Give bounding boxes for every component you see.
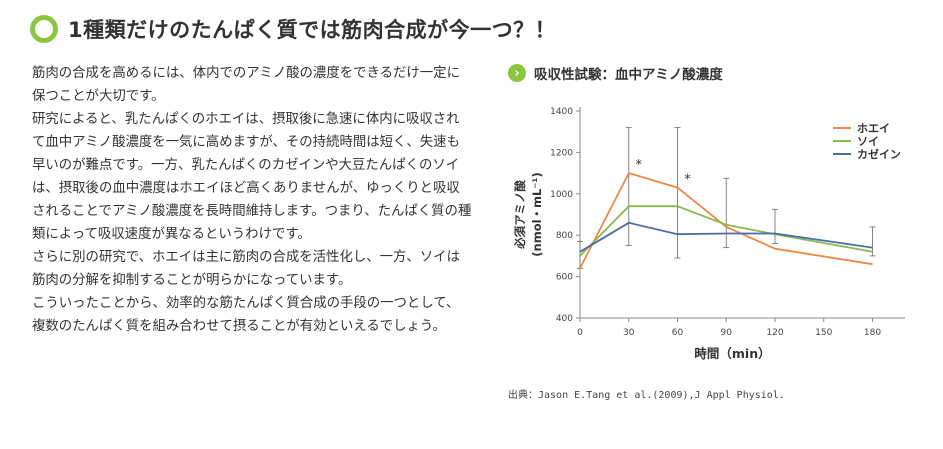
legend-label-3: カゼイン [857,147,901,161]
x-axis-label: 時間（min） [694,346,770,361]
x-tick-label: 0 [577,328,583,338]
y-tick-label: 1200 [550,148,573,158]
green-ring-icon [30,15,58,43]
body-text: 筋肉の合成を高めるには、体内でのアミノ酸の濃度をできるだけ一定に保つことが大切で… [32,62,472,338]
x-tick-label: 90 [721,328,733,338]
title-row: 1種類だけのたんぱく質では筋肉合成が今一つ？！ [30,14,556,44]
chart-heading: 吸収性試験：血中アミノ酸濃度 [534,67,723,83]
y-tick-label: 800 [556,231,573,241]
paragraph-3: さらに別の研究で、ホエイは主に筋肉の合成を活性化し、一方、ソイは筋肉の分解を抑制… [32,250,460,288]
page-title: 1種類だけのたんぱく質では筋肉合成が今一つ？！ [68,18,557,42]
y-tick-label: 400 [556,314,573,324]
series-line-2 [579,205,873,257]
chart-heading-row: › 吸収性試験：血中アミノ酸濃度 [508,63,723,83]
paragraph-1: 筋肉の合成を高めるには、体内でのアミノ酸の濃度をできるだけ一定に保つことが大切で… [32,66,460,104]
x-tick-label: 30 [623,328,635,338]
x-tick-label: 150 [815,328,832,338]
legend-label-1: ホエイ [857,122,890,135]
chart-source: 出典：Jason E.Tang et al.(2009),J Appl Phys… [508,390,785,401]
paragraph-2: 研究によると、乳たんぱくのホエイは、摂取後に急速に体内に吸収されて血中アミノ酸濃… [32,112,472,242]
y-tick-label: 1000 [550,190,573,200]
y-axis-label: 必須アミノ酸 [513,180,527,250]
x-tick-label: 120 [766,328,783,338]
series-line-1 [579,172,873,269]
y-tick-label: 1400 [550,107,573,117]
chevron-right-icon: › [508,64,526,82]
y-axis-unit: (nmol・mL⁻¹) [530,172,544,256]
y-tick-label: 600 [556,273,573,283]
significance-marker: * [636,158,643,173]
x-tick-label: 180 [864,328,881,338]
series-line-3 [579,221,873,253]
legend-label-2: ソイ [857,135,879,148]
line-chart: 400 600 800 1000 1200 1400 0 30 60 90 120 150 180 時間（… [513,107,905,361]
x-tick-label: 60 [672,328,684,338]
significance-marker: * [684,173,691,188]
paragraph-4: こういったことから、効率的な筋たんぱく質合成の手段の一つとして、複数のたんぱく質… [32,296,460,334]
